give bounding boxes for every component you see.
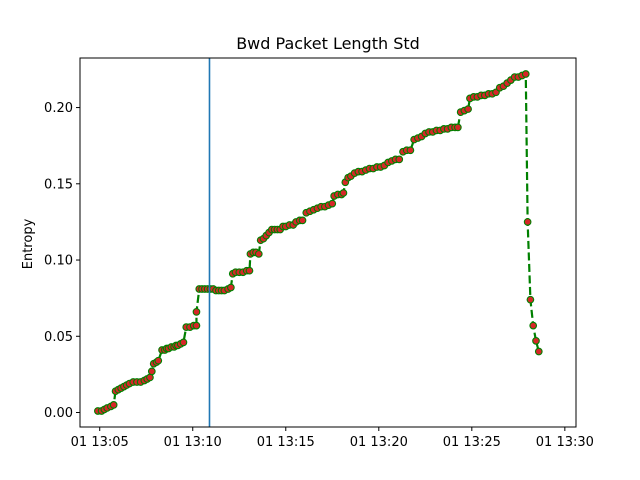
- data-point: [154, 356, 163, 365]
- data-point: [192, 308, 201, 316]
- data-point: [192, 321, 201, 330]
- data-point: [395, 155, 404, 164]
- data-point: [339, 189, 348, 197]
- x-tick-label: 01 13:25: [443, 435, 501, 450]
- data-point: [532, 336, 540, 345]
- data-point: [529, 321, 538, 330]
- data-point: [254, 250, 263, 258]
- x-tick-label: 01 13:30: [536, 435, 594, 450]
- data-point: [406, 146, 415, 155]
- data-point: [328, 199, 337, 208]
- data-point: [179, 338, 188, 347]
- data-point: [526, 295, 535, 304]
- y-tick-label: 0.20: [44, 101, 73, 116]
- data-point: [523, 218, 532, 226]
- data-point: [227, 283, 235, 292]
- x-tick-label: 01 13:20: [350, 435, 408, 450]
- data-point: [464, 105, 472, 113]
- y-tick-label: 0.10: [44, 254, 73, 269]
- data-point: [454, 123, 462, 132]
- y-tick-label: 0.15: [44, 177, 73, 192]
- data-point: [109, 401, 118, 409]
- x-tick-label: 01 13:15: [257, 435, 315, 450]
- data-point: [534, 347, 543, 356]
- y-tick-label: 0.00: [44, 406, 73, 421]
- x-tick-label: 01 13:10: [164, 435, 222, 450]
- plot-area: 01 13:05 01 13:10 01 13:15 01 13:20 01 13:25…: [44, 58, 594, 450]
- chart-title: Bwd Packet Length Std: [236, 34, 420, 53]
- data-point: [298, 216, 307, 225]
- data-point: [245, 266, 254, 275]
- data-point: [147, 367, 156, 376]
- y-axis-label: Entropy: [21, 218, 36, 269]
- axes-frame: [79, 57, 577, 428]
- y-tick-label: 0.05: [44, 330, 73, 345]
- x-tick-label: 01 13:05: [71, 435, 129, 450]
- data-point: [521, 70, 530, 78]
